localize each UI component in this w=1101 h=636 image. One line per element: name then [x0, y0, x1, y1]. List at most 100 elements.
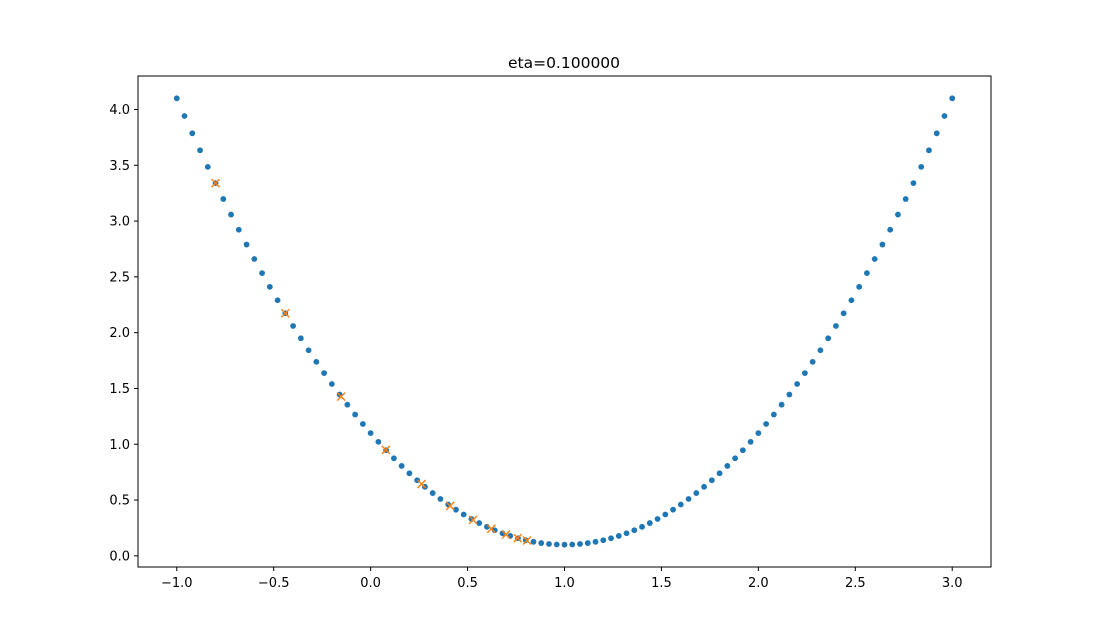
- y-tick-label: 1.5: [109, 382, 130, 397]
- data-point: [553, 541, 560, 548]
- descent-step-marker: [486, 524, 496, 534]
- data-point: [864, 270, 870, 277]
- data-point: [584, 540, 591, 546]
- data-point: [181, 113, 188, 119]
- y-tick-label: 0.5: [109, 494, 130, 509]
- y-axis: 0.0 0.5 1.0 1.5 2.0 2.5 3.0 3.5 4.0: [109, 103, 138, 564]
- data-point: [739, 447, 746, 454]
- data-point: [243, 241, 250, 248]
- data-point: [701, 483, 707, 490]
- y-tick-label: 3.5: [109, 159, 130, 174]
- data-point: [724, 463, 731, 469]
- data-point: [538, 540, 545, 546]
- data-point: [763, 421, 770, 427]
- y-tick-label: 1.0: [109, 438, 130, 453]
- descent-step-marker: [336, 392, 346, 402]
- data-point: [623, 530, 630, 537]
- x-tick-label: 2.0: [748, 576, 769, 591]
- data-point: [189, 130, 196, 137]
- marker-stroke: [211, 178, 221, 188]
- data-point: [794, 381, 801, 387]
- y-tick-label: 0.0: [109, 549, 130, 564]
- data-point: [693, 490, 700, 496]
- y-tick-label: 2.5: [109, 270, 130, 285]
- x-tick-label: 1.5: [651, 576, 672, 591]
- descent-step-marker: [381, 445, 391, 455]
- data-point: [941, 113, 948, 119]
- marker-stroke: [445, 501, 455, 511]
- marker-stroke: [501, 530, 511, 539]
- data-point: [646, 520, 653, 526]
- data-point: [786, 391, 793, 398]
- descent-step-marker: [445, 501, 455, 511]
- data-point: [344, 401, 351, 408]
- data-point: [910, 180, 917, 187]
- x-tick-label: −1.0: [161, 576, 193, 591]
- data-point: [871, 256, 878, 262]
- y-tick-label: 3.0: [109, 215, 130, 230]
- data-point: [577, 541, 583, 547]
- data-point: [197, 147, 203, 154]
- chart-title: eta=0.100000: [508, 54, 620, 72]
- data-point: [778, 401, 785, 408]
- marker-stroke: [381, 445, 391, 455]
- data-point: [406, 470, 413, 477]
- data-point: [631, 527, 638, 534]
- data-point: [522, 537, 529, 544]
- data-point: [398, 463, 405, 469]
- data-point: [732, 455, 738, 462]
- data-point: [235, 226, 242, 233]
- descent-step-marker: [468, 515, 478, 525]
- marker-stroke: [513, 533, 523, 543]
- data-point: [437, 496, 444, 502]
- data-point: [274, 297, 281, 304]
- data-point: [902, 196, 909, 202]
- data-point: [918, 163, 925, 170]
- data-point: [615, 533, 622, 539]
- data-point: [747, 438, 754, 445]
- data-point: [375, 438, 382, 445]
- data-point: [600, 537, 607, 544]
- data-point: [825, 335, 832, 342]
- data-point: [297, 335, 304, 342]
- data-point: [359, 421, 366, 427]
- marker-stroke: [468, 515, 478, 525]
- data-point: [895, 211, 901, 218]
- x-tick-label: 2.5: [845, 576, 866, 591]
- x-tick-label: 1.0: [554, 576, 575, 591]
- data-point: [305, 347, 312, 354]
- descent-step-marker: [501, 530, 511, 539]
- data-point: [220, 196, 227, 202]
- data-point: [856, 283, 863, 290]
- data-point: [848, 297, 855, 304]
- data-point: [670, 506, 676, 513]
- data-point: [708, 477, 715, 484]
- data-point: [391, 455, 397, 462]
- data-point: [833, 323, 839, 329]
- data-point: [321, 370, 328, 376]
- data-point: [933, 130, 940, 137]
- data-point: [259, 270, 265, 277]
- data-point: [204, 163, 211, 170]
- data-point: [453, 506, 459, 513]
- data-point: [639, 523, 645, 530]
- data-point: [313, 358, 320, 365]
- data-point: [755, 430, 762, 436]
- marker-stroke: [486, 524, 496, 534]
- data-point: [685, 496, 692, 502]
- descent-step-marker: [211, 178, 221, 188]
- data-point: [809, 358, 816, 365]
- descent-step-marker: [522, 536, 532, 546]
- x-axis: −1.0 −0.5 0.0 0.5 1.0 1.5 2.0 2.5 3.0: [161, 567, 963, 591]
- data-point: [429, 490, 436, 496]
- data-point: [266, 283, 273, 290]
- data-point: [662, 511, 669, 518]
- data-point: [592, 538, 599, 545]
- data-point: [801, 370, 808, 376]
- data-point: [352, 411, 359, 418]
- data-point: [677, 501, 684, 508]
- data-point: [608, 535, 614, 542]
- descent-step-marker: [417, 479, 427, 489]
- y-tick-label: 4.0: [109, 103, 130, 118]
